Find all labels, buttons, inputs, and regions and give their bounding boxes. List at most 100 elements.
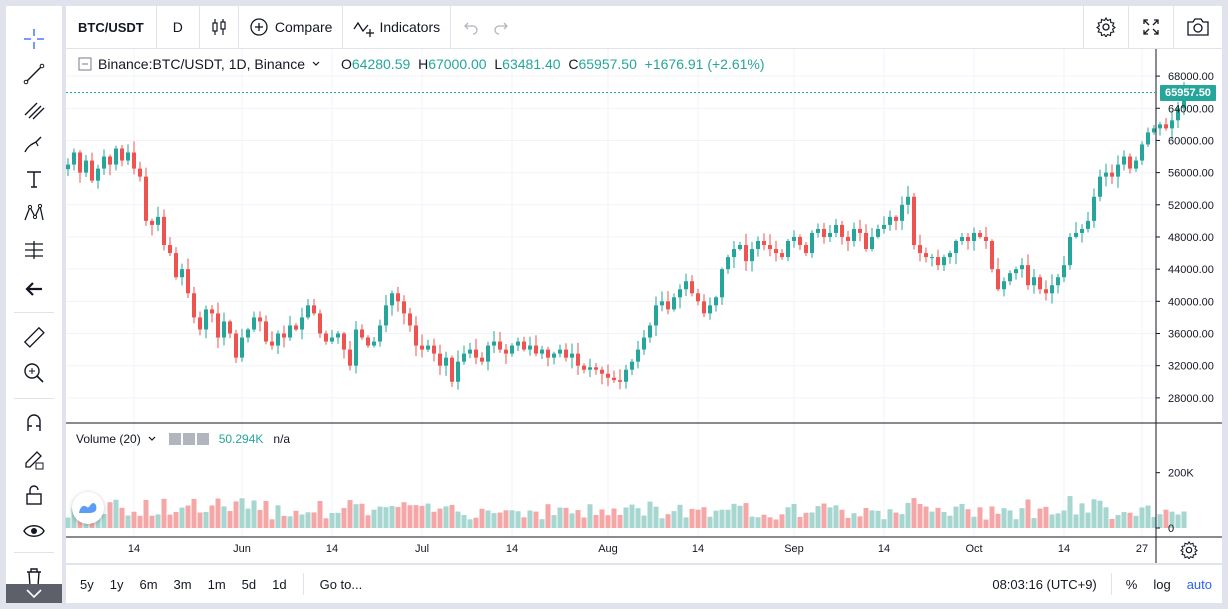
volume-bar	[131, 511, 137, 528]
bottom-toolbar: 5y 1y 6m 3m 1m 5d 1d Go to... 08:03:16 (UTC+9)…	[66, 564, 1222, 603]
candle-body	[894, 216, 898, 221]
trend-line-icon[interactable]	[18, 59, 50, 89]
volume-bar	[1067, 496, 1073, 528]
chevron-down-icon[interactable]	[147, 434, 157, 444]
close-icon[interactable]	[196, 433, 209, 445]
volume-bar	[485, 510, 491, 528]
fullscreen-icon	[1143, 19, 1159, 35]
percent-scale-button[interactable]: %	[1125, 576, 1138, 592]
fullscreen-button[interactable]	[1129, 6, 1173, 48]
range-button-3m[interactable]: 3m	[173, 576, 192, 592]
volume-title[interactable]: Volume (20)	[76, 432, 141, 446]
chart-pane[interactable]	[66, 49, 1222, 563]
magnet-icon[interactable]	[18, 408, 50, 438]
candle-body	[1056, 277, 1060, 286]
candle-body	[666, 301, 670, 310]
candle-body	[1008, 273, 1012, 282]
candle-body	[102, 156, 106, 169]
change-value: +1676.91 (+2.61%)	[644, 56, 765, 72]
candle-body	[498, 341, 502, 350]
volume-bar	[923, 506, 929, 528]
snapshot-button[interactable]	[1174, 6, 1222, 48]
zoom-in-icon[interactable]	[18, 358, 50, 388]
redo-button[interactable]	[489, 6, 515, 48]
candle-body	[702, 301, 706, 314]
volume-bar	[1121, 512, 1127, 528]
gear-icon	[1180, 540, 1198, 560]
volume-bar	[731, 503, 737, 528]
range-button-6m[interactable]: 6m	[139, 576, 158, 592]
chart-type-button[interactable]	[200, 6, 238, 48]
interval-button[interactable]: D	[172, 19, 183, 35]
range-button-1d[interactable]: 1d	[272, 576, 287, 592]
volume-bar	[557, 507, 563, 528]
pattern-tool-icon[interactable]	[18, 199, 50, 229]
toolbar-divider	[14, 312, 54, 313]
range-button-1m[interactable]: 1m	[207, 576, 226, 592]
text-tool-icon[interactable]	[18, 164, 50, 194]
candle-body	[378, 325, 382, 342]
arrow-left-icon[interactable]	[18, 274, 50, 304]
candle-body	[210, 309, 214, 314]
crosshair-icon[interactable]	[18, 24, 50, 54]
indicators-button[interactable]: Indicators	[343, 6, 450, 48]
tradingview-logo[interactable]	[72, 492, 104, 524]
volume-bar	[701, 507, 707, 528]
symbol-search-button[interactable]: BTC/USDT	[78, 19, 144, 35]
settings-icon[interactable]	[182, 433, 195, 445]
volume-bar	[869, 510, 875, 528]
candle-body	[1104, 172, 1108, 177]
tradingview-logo-icon	[79, 503, 97, 513]
range-button-5d[interactable]: 5d	[241, 576, 257, 592]
gear-icon	[1096, 17, 1116, 37]
volume-bar	[443, 506, 449, 528]
unlock-icon[interactable]	[18, 480, 50, 510]
timezone-button[interactable]: 08:03:16 (UTC+9)	[992, 576, 1097, 592]
eye-icon[interactable]	[18, 516, 50, 546]
visibility-icon[interactable]	[168, 433, 181, 445]
settings-button[interactable]	[1084, 6, 1128, 48]
volume-bar	[449, 505, 455, 528]
low-label: L	[494, 56, 503, 72]
log-scale-button[interactable]: log	[1153, 576, 1171, 592]
ruler-icon[interactable]	[18, 322, 50, 352]
volume-bar	[737, 505, 743, 528]
candle-body	[366, 337, 370, 346]
candle-body	[1170, 120, 1174, 129]
candle-body	[888, 216, 892, 225]
brush-icon[interactable]	[18, 129, 50, 159]
volume-bar	[695, 509, 701, 528]
candle-body	[630, 361, 634, 370]
range-button-1y[interactable]: 1y	[109, 576, 124, 592]
chart-settings-button[interactable]	[1180, 540, 1198, 564]
volume-bar	[899, 514, 905, 528]
prediction-tool-icon[interactable]	[18, 234, 50, 264]
collapse-legend-icon[interactable]	[78, 57, 92, 71]
volume-bar	[227, 510, 233, 528]
compare-button[interactable]: Compare	[239, 6, 343, 48]
chevron-down-icon[interactable]	[311, 59, 321, 69]
time-tick-label: 14	[878, 543, 890, 555]
candle-body	[1146, 132, 1150, 145]
toolbar-collapse-button[interactable]	[6, 584, 62, 603]
candle-body	[810, 232, 814, 254]
series-title[interactable]: Binance:BTC/USDT, 1D, Binance	[98, 56, 305, 72]
lock-drawing-icon[interactable]	[18, 444, 50, 474]
volume-value: 50.294K	[218, 432, 264, 446]
close-label: C	[568, 56, 579, 72]
volume-bar	[677, 504, 683, 528]
goto-date-button[interactable]: Go to...	[319, 576, 363, 592]
fib-tool-icon[interactable]	[18, 94, 50, 124]
volume-bar	[521, 517, 527, 528]
auto-scale-button[interactable]: auto	[1186, 576, 1212, 592]
undo-button[interactable]	[451, 6, 489, 48]
volume-bar	[809, 512, 815, 528]
candle-body	[168, 245, 172, 254]
range-button-5y[interactable]: 5y	[80, 576, 94, 592]
candle-body	[474, 349, 478, 358]
drawing-toolbar	[6, 6, 63, 603]
candle-body	[1032, 277, 1036, 286]
candle-body	[342, 333, 346, 350]
candle-body	[306, 305, 310, 318]
